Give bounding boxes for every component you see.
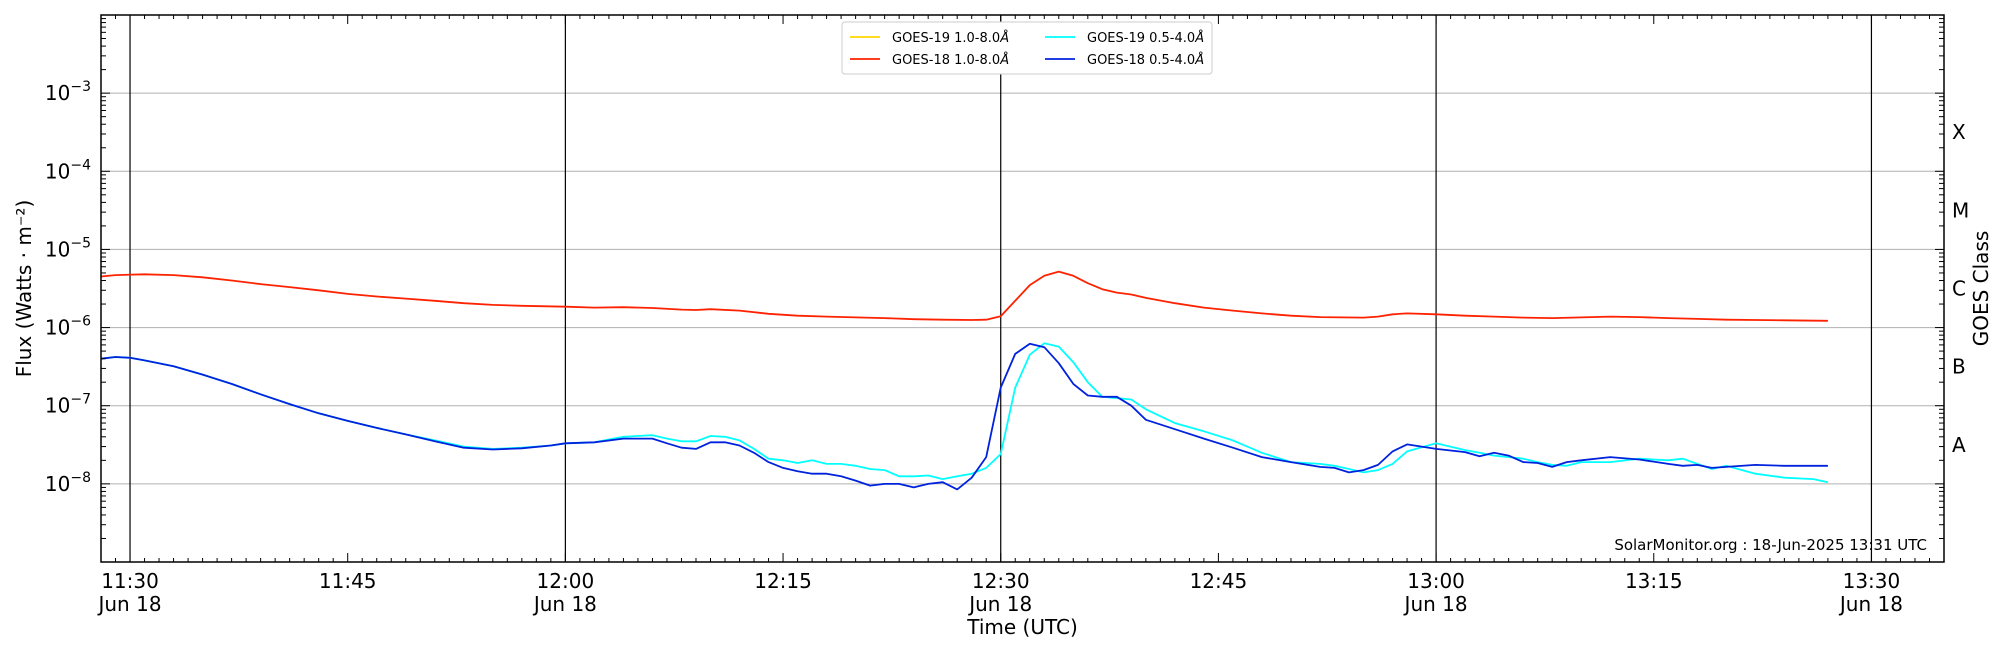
series-line-1: [100, 270, 1828, 322]
x-tick-date-label: Jun 18: [96, 592, 161, 616]
x-tick-label: 12:15: [754, 569, 812, 593]
x-tick-label: 11:30: [101, 569, 159, 593]
x-tick-label: 13:30: [1843, 569, 1901, 593]
y-tick-label: 10−4: [45, 157, 91, 183]
y-tick-labels: 10−810−710−610−510−410−3: [45, 79, 91, 496]
plot-frame: [100, 14, 1945, 563]
footer-credit: SolarMonitor.org : 18-Jun-2025 13:31 UTC: [1614, 536, 1927, 554]
legend-box: [841, 21, 1213, 75]
x-tick-label: 13:00: [1407, 569, 1465, 593]
legend-label: GOES-18 0.5-4.0Å: [1087, 52, 1204, 68]
legend-label: GOES-18 1.0-8.0Å: [892, 52, 1009, 68]
series-line-3: [100, 342, 1828, 491]
series-lines: [100, 270, 1829, 491]
goes-class-label: X: [1952, 120, 1966, 144]
legend: GOES-19 1.0-8.0Å GOES-18 1.0-8.0Å GOES-19 …: [841, 21, 1213, 75]
y-axis-label: Flux (Watts · m⁻²): [12, 200, 36, 378]
legend-label: GOES-19 0.5-4.0Å: [1087, 30, 1204, 46]
legend-label: GOES-19 1.0-8.0Å: [892, 30, 1009, 46]
vertical-day-lines: [129, 15, 1873, 562]
axis-ticks: [100, 14, 1945, 563]
x-tick-date-label: Jun 18: [1403, 592, 1468, 616]
goes-class-label: A: [1952, 433, 1966, 457]
x-tick-date-label: Jun 18: [532, 592, 597, 616]
x-tick-date-label: Jun 18: [1838, 592, 1903, 616]
x-tick-label: 12:45: [1190, 569, 1248, 593]
x-tick-label: 13:15: [1625, 569, 1683, 593]
goes-class-label: M: [1952, 198, 1969, 222]
x-tick-label: 12:30: [972, 569, 1030, 593]
goes-class-axis-label: GOES Class: [1969, 231, 1993, 347]
grid-lines: [101, 92, 1944, 485]
goes-class-label: B: [1952, 355, 1966, 379]
x-axis-label: Time (UTC): [966, 615, 1078, 639]
x-tick-label: 12:00: [537, 569, 595, 593]
goes-class-labels: A B C M X: [1952, 120, 1969, 457]
x-tick-date-label: Jun 18: [967, 592, 1032, 616]
x-tick-label: 11:45: [319, 569, 377, 593]
goes-class-label: C: [1952, 277, 1966, 301]
